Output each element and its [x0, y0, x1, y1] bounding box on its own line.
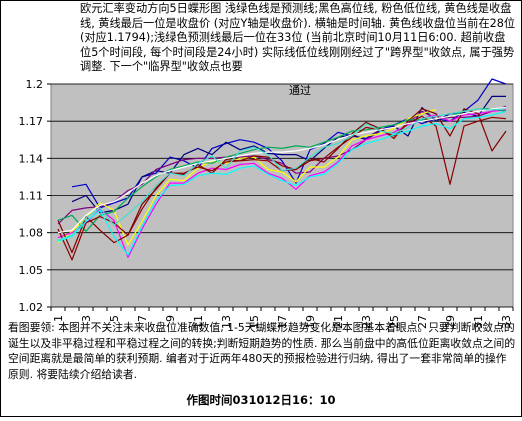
x-tick-label: 7	[136, 315, 149, 322]
series-line-11	[57, 108, 507, 241]
creation-time: 作图时间031012日16：10	[186, 393, 336, 407]
x-tick-label: 5	[108, 315, 121, 322]
annotation-label: 通过	[289, 84, 311, 97]
y-tick-label: 1.02	[19, 301, 44, 314]
footer-explanation: 看图要领: 本图并不关注未来收盘位准确数值, 1-5天蝴蝶形趋势变化是本图基本着…	[8, 321, 516, 381]
x-tick-label: 27	[416, 315, 429, 329]
x-tick-label: 11	[192, 315, 205, 329]
chart-header-text: 欧元汇率变动方向5日蝶形图 浅绿色线是预测线;黑色高位线, 粉色低位线, 黄色线…	[80, 2, 516, 74]
x-axis-ticks: 1 3 5 7 9 11 13 15 17 19 21 23 25 27 29 31 33	[50, 307, 514, 329]
x-tick-label: 3	[80, 315, 93, 322]
x-tick-label: 19	[304, 315, 317, 329]
x-tick-label: 31	[472, 315, 485, 329]
series-line-10	[57, 106, 507, 234]
y-tick-label: 1.2	[26, 78, 44, 91]
y-axis-ticks: 1.02 1.05 1.08 1.11 1.14 1.17 1.2	[19, 78, 51, 314]
x-tick-label: 21	[332, 315, 345, 329]
x-tick-label: 25	[388, 315, 401, 329]
x-tick-label: 33	[500, 315, 513, 329]
y-tick-label: 1.08	[19, 227, 44, 240]
series-line-6	[57, 108, 507, 254]
series-line-4	[57, 108, 437, 246]
x-tick-label: 17	[276, 315, 289, 329]
x-tick-label: 29	[444, 315, 457, 329]
series-line-5	[57, 109, 507, 258]
x-tick-label: 1	[52, 315, 65, 322]
y-tick-label: 1.05	[19, 264, 44, 277]
y-tick-label: 1.11	[19, 190, 44, 203]
x-tick-label: 23	[360, 315, 373, 329]
x-tick-label: 15	[248, 315, 261, 329]
y-tick-label: 1.14	[19, 152, 44, 165]
x-tick-label: 9	[164, 315, 177, 322]
series-lines	[57, 78, 507, 261]
series-line-9	[57, 110, 507, 256]
x-tick-label: 13	[220, 315, 233, 329]
y-tick-label: 1.17	[19, 115, 44, 128]
